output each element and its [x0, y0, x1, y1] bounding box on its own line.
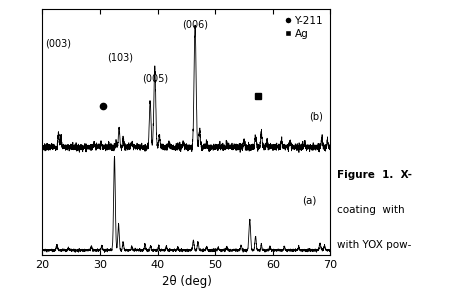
X-axis label: 2θ (deg): 2θ (deg)	[161, 275, 211, 288]
Legend: Y-211, Ag: Y-211, Ag	[282, 14, 325, 41]
Text: (103): (103)	[107, 53, 133, 63]
Text: (b): (b)	[309, 111, 323, 121]
Text: with YOX pow-: with YOX pow-	[337, 240, 412, 250]
Text: (003): (003)	[46, 39, 72, 49]
Text: (a): (a)	[302, 196, 316, 206]
Text: Figure  1.  X-: Figure 1. X-	[337, 170, 413, 180]
Text: coating  with: coating with	[337, 205, 405, 215]
Text: (005): (005)	[142, 74, 168, 84]
Text: (006): (006)	[182, 20, 208, 30]
